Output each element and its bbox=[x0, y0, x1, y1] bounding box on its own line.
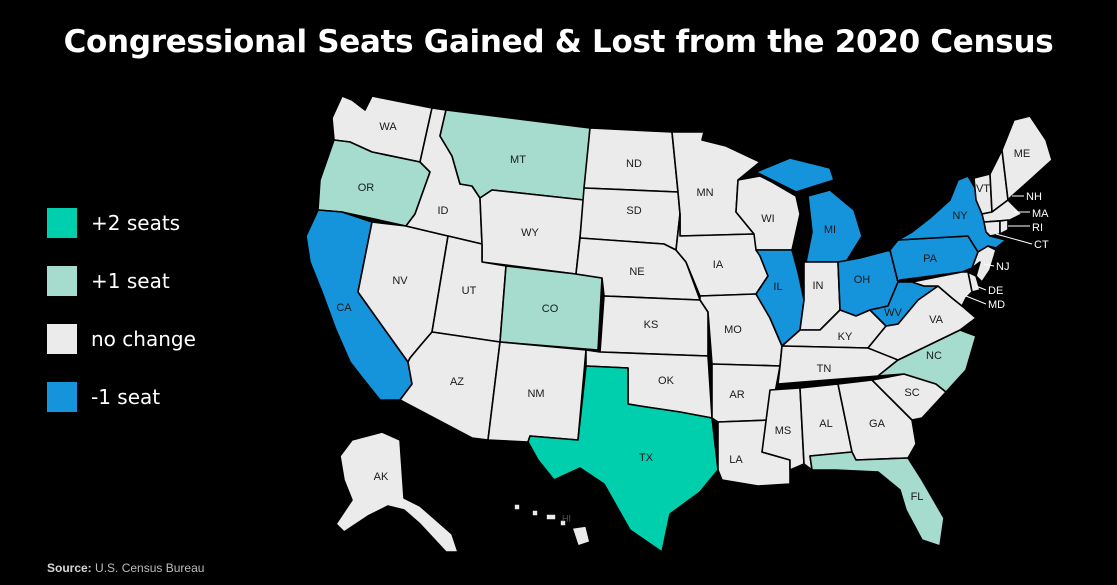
state-label-CT: CT bbox=[1034, 239, 1049, 251]
state-label-WA: WA bbox=[379, 121, 397, 133]
state-ME[interactable] bbox=[1001, 115, 1053, 201]
state-label-OK: OK bbox=[658, 375, 675, 387]
state-label-FL: FL bbox=[911, 491, 924, 503]
state-label-AK: AK bbox=[374, 471, 389, 483]
state-label-MD: MD bbox=[988, 299, 1005, 311]
map-title: Congressional Seats Gained & Lost from t… bbox=[63, 24, 1054, 60]
state-MD[interactable] bbox=[911, 271, 973, 307]
state-label-OH: OH bbox=[854, 274, 871, 286]
state-label-KY: KY bbox=[838, 331, 853, 343]
state-label-PA: PA bbox=[923, 253, 938, 265]
legend-swatch-minus1 bbox=[47, 382, 77, 412]
state-RI[interactable] bbox=[999, 219, 1009, 235]
leader-line-CT bbox=[995, 233, 1033, 245]
state-label-AZ: AZ bbox=[450, 376, 464, 388]
leader-line-NJ bbox=[983, 263, 995, 267]
state-label-MA: MA bbox=[1032, 208, 1049, 220]
legend-item-plus2: +2 seats bbox=[47, 206, 196, 240]
state-label-MS: MS bbox=[775, 425, 792, 437]
state-AK[interactable] bbox=[335, 431, 459, 553]
state-label-LA: LA bbox=[729, 454, 743, 466]
legend-swatch-none bbox=[47, 324, 77, 354]
state-FL[interactable] bbox=[809, 451, 945, 547]
state-label-CO: CO bbox=[542, 303, 559, 315]
state-label-VT: VT bbox=[976, 183, 990, 195]
legend: +2 seats +1 seat no change -1 seat bbox=[47, 206, 196, 438]
state-label-SC: SC bbox=[904, 387, 919, 399]
state-label-WY: WY bbox=[521, 227, 539, 239]
legend-item-minus1: -1 seat bbox=[47, 380, 196, 414]
legend-swatch-plus2 bbox=[47, 208, 77, 238]
state-label-IA: IA bbox=[713, 259, 724, 271]
state-label-TX: TX bbox=[639, 452, 654, 464]
state-label-ND: ND bbox=[626, 158, 642, 170]
state-label-KS: KS bbox=[644, 319, 659, 331]
legend-label: +2 seats bbox=[91, 211, 181, 235]
source-note: Source: U.S. Census Bureau bbox=[47, 561, 204, 575]
state-label-NM: NM bbox=[527, 388, 544, 400]
leader-line-DE bbox=[975, 285, 987, 291]
state-HI[interactable] bbox=[513, 503, 591, 547]
state-label-WI: WI bbox=[761, 213, 774, 225]
state-label-IL: IL bbox=[773, 281, 782, 293]
state-label-GA: GA bbox=[869, 418, 886, 430]
state-CO[interactable] bbox=[499, 265, 603, 351]
legend-label: no change bbox=[91, 327, 196, 351]
legend-label: -1 seat bbox=[91, 385, 161, 409]
state-label-NJ: NJ bbox=[996, 261, 1009, 273]
state-label-VA: VA bbox=[929, 314, 944, 326]
state-label-MT: MT bbox=[510, 154, 526, 166]
state-label-NY: NY bbox=[952, 210, 968, 222]
leader-line-MD bbox=[965, 295, 987, 305]
state-WI[interactable] bbox=[735, 175, 801, 251]
state-label-NH: NH bbox=[1026, 191, 1042, 203]
legend-item-plus1: +1 seat bbox=[47, 264, 196, 298]
state-label-ID: ID bbox=[438, 205, 449, 217]
legend-label: +1 seat bbox=[91, 269, 170, 293]
state-label-MN: MN bbox=[696, 187, 713, 199]
legend-swatch-plus1 bbox=[47, 266, 77, 296]
state-label-RI: RI bbox=[1032, 222, 1043, 234]
state-TX[interactable] bbox=[527, 365, 719, 553]
state-KS[interactable] bbox=[599, 295, 709, 357]
legend-item-none: no change bbox=[47, 322, 196, 356]
state-MI[interactable] bbox=[755, 157, 863, 263]
state-label-DE: DE bbox=[988, 285, 1003, 297]
state-label-WV: WV bbox=[884, 307, 902, 319]
state-label-NC: NC bbox=[926, 350, 942, 362]
state-CT[interactable] bbox=[983, 220, 1001, 237]
state-label-SD: SD bbox=[626, 205, 641, 217]
state-label-TN: TN bbox=[817, 363, 832, 375]
state-label-ME: ME bbox=[1014, 148, 1031, 160]
state-label-OR: OR bbox=[358, 182, 375, 194]
state-label-IN: IN bbox=[813, 280, 824, 292]
source-label: Source: bbox=[47, 561, 92, 575]
state-label-MO: MO bbox=[724, 324, 742, 336]
state-label-NE: NE bbox=[629, 266, 644, 278]
source-text: U.S. Census Bureau bbox=[95, 561, 205, 575]
state-label-UT: UT bbox=[462, 285, 477, 297]
state-label-AL: AL bbox=[819, 418, 832, 430]
state-label-CA: CA bbox=[336, 302, 352, 314]
state-label-MI: MI bbox=[824, 224, 836, 236]
state-label-NV: NV bbox=[392, 275, 408, 287]
state-label-AR: AR bbox=[729, 389, 744, 401]
state-label-HI: HI bbox=[562, 513, 571, 523]
